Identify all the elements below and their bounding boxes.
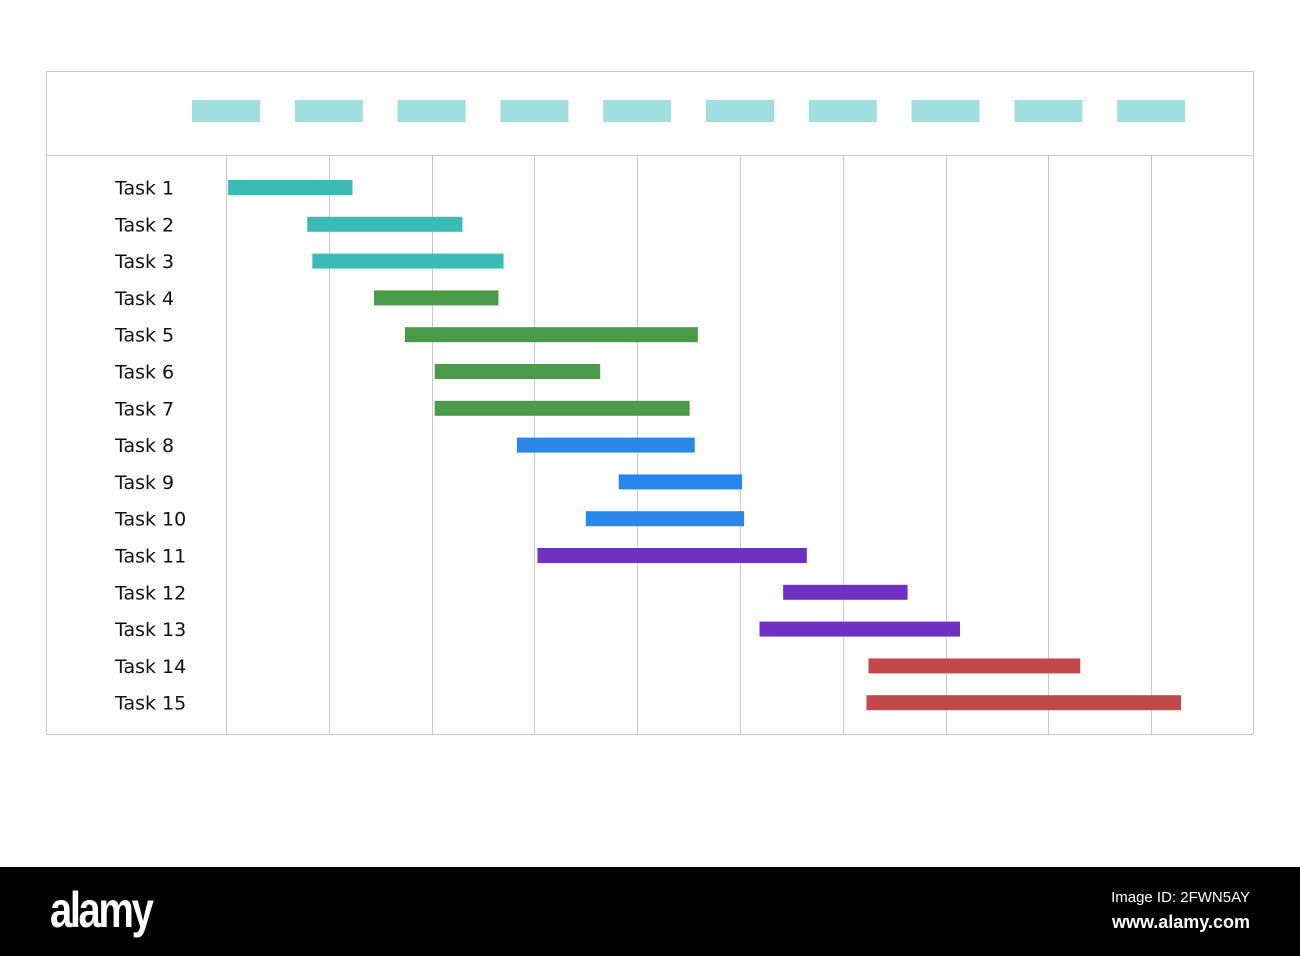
timeline-header [192,100,1186,122]
task-bar [866,695,1182,711]
task-label: Task 6 [114,362,174,384]
image-id: Image ID: 2FWN5AY [1111,889,1250,906]
header-placeholder [1014,100,1083,122]
task-label: Task 4 [114,288,174,310]
header-placeholder [294,100,363,122]
task-label: Task 12 [114,582,186,604]
task-label: Task 10 [114,509,186,531]
task-label: Task 8 [114,435,174,457]
watermark-banner: alamy Image ID: 2FWN5AY www.alamy.com [0,867,1300,956]
task-bar [404,327,698,343]
task-bar [618,474,743,490]
task-label: Task 7 [114,398,174,420]
task-bar [374,290,499,306]
header-placeholder [603,100,672,122]
task-bar [783,584,908,600]
header-placeholder [911,100,980,122]
header-placeholder [397,100,466,122]
task-label: Task 3 [114,251,174,273]
task-label: Task 11 [114,546,186,568]
task-bar [434,364,601,379]
task-bar [868,658,1081,674]
task-label: Task 1 [114,178,174,200]
header-placeholder [706,100,774,122]
task-bar [228,180,353,195]
task-bars [228,180,1182,711]
header-placeholder [808,100,877,122]
alamy-logo: alamy [50,882,154,938]
site-url: www.alamy.com [1111,912,1250,932]
header-placeholder [500,100,569,122]
task-bar [312,253,504,269]
task-bar [537,548,807,563]
task-label: Task 14 [114,656,186,678]
task-bar [759,621,960,637]
task-label: Task 5 [114,325,174,347]
task-bar [585,511,745,527]
task-bar [516,437,695,453]
task-bar [434,400,690,416]
gantt-chart: Task 1 Task 2 Task 3 Task 4 Task 5 Task 6 Task… [46,71,1254,735]
header-placeholder [1117,100,1186,122]
task-label: Task 2 [114,214,174,236]
task-label: Task 13 [114,619,186,641]
task-label: Task 15 [114,693,186,715]
task-bar [307,216,463,232]
header-placeholder [192,100,260,122]
task-label: Task 9 [114,472,174,494]
task-labels: Task 1 Task 2 Task 3 Task 4 Task 5 Task 6 Task… [114,178,186,715]
